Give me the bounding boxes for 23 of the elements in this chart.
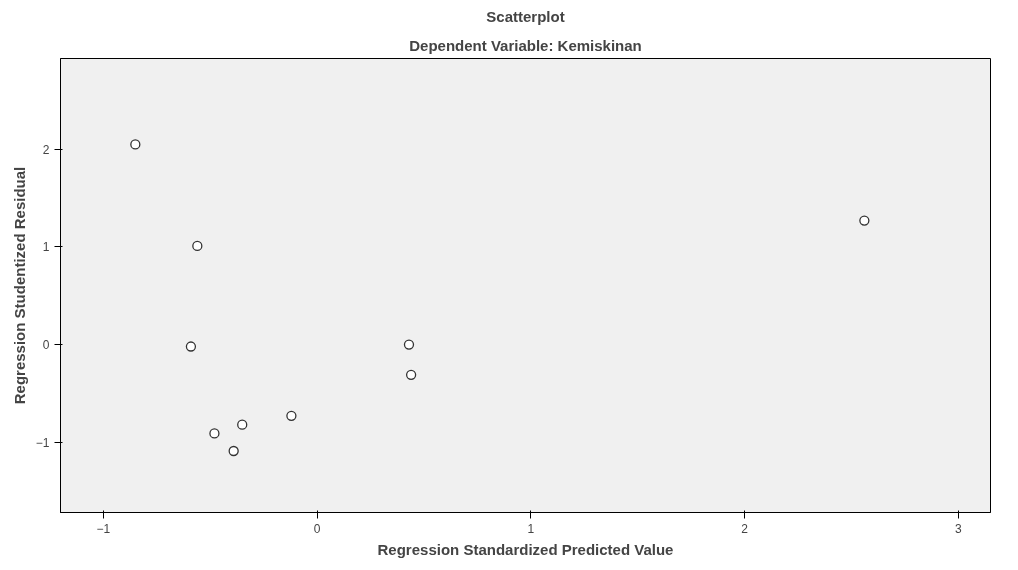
point [228, 445, 239, 457]
y-tick-label: −1 [35, 435, 50, 450]
point [405, 369, 417, 380]
y-axis-title: Regression Studentized Residual [10, 166, 28, 405]
x-tick-label: 1 [527, 521, 535, 536]
point [859, 215, 870, 226]
y-tick-label: 2 [42, 142, 50, 157]
x-axis-title: Regression Standardized Predicted Value [377, 540, 674, 558]
x-tick-label: 0 [313, 521, 321, 536]
point [185, 341, 197, 352]
chart-subtitle: Dependent Variable: Kemiskinan [409, 36, 642, 54]
point [237, 419, 248, 430]
point [209, 428, 220, 439]
chart-title: Scatterplot [486, 7, 565, 25]
y-tick-label: 1 [42, 240, 50, 255]
point [192, 240, 203, 252]
point [286, 410, 297, 421]
point [130, 139, 141, 150]
x-tick-label: 2 [741, 521, 749, 536]
point [403, 339, 415, 350]
y-tick-label: 0 [42, 338, 50, 353]
x-tick-label: −1 [96, 521, 111, 536]
x-tick-label: 3 [955, 521, 963, 536]
